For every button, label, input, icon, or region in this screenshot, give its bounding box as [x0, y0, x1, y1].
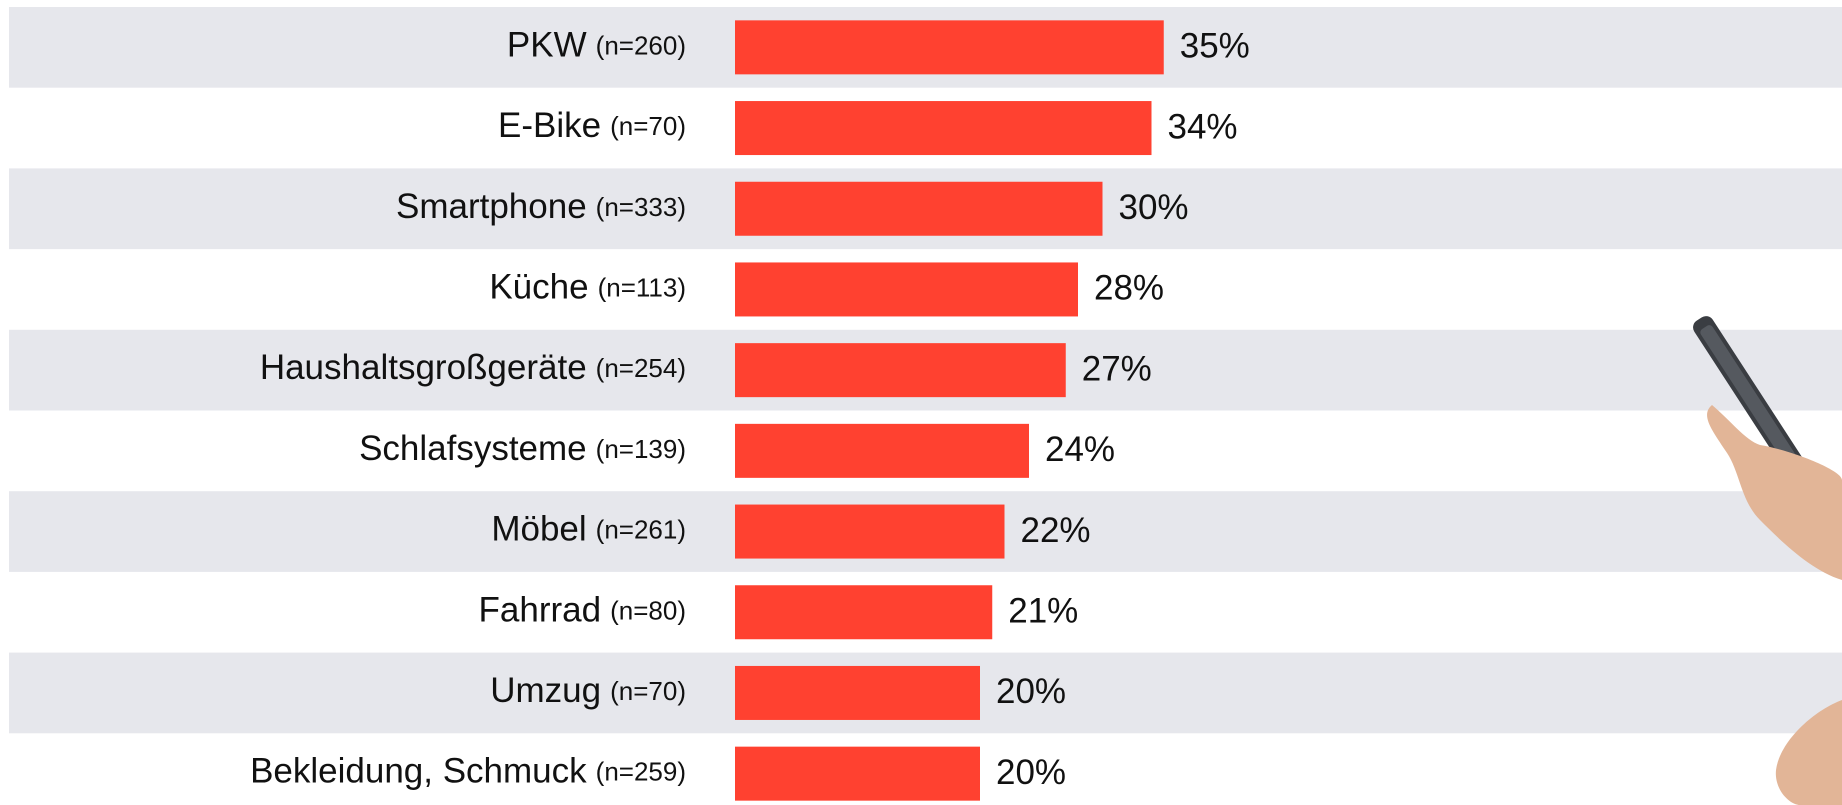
category-label: Küche (n=113): [489, 268, 686, 307]
category-name: Fahrrad: [479, 591, 602, 630]
category-name: Möbel: [491, 510, 586, 549]
sample-size: (n=80): [610, 595, 686, 625]
sample-size: (n=333): [596, 192, 686, 222]
category-name: Schlafsysteme: [359, 429, 587, 468]
sample-size: (n=260): [596, 30, 686, 60]
value-label: 30%: [1119, 188, 1189, 227]
sample-size: (n=113): [598, 272, 686, 302]
bar: [735, 665, 980, 720]
value-label: 24%: [1045, 430, 1115, 469]
bar: [735, 20, 1164, 75]
sample-size: (n=139): [596, 434, 686, 464]
hand-illustration: [1693, 316, 1842, 805]
category-name: Bekleidung, Schmuck: [250, 752, 587, 791]
category-label: Möbel (n=261): [491, 510, 686, 549]
value-label: 20%: [996, 753, 1066, 792]
bar: [735, 262, 1078, 317]
hand: [1775, 700, 1842, 805]
category-label: PKW (n=260): [507, 26, 686, 65]
category-label: Fahrrad (n=80): [479, 591, 686, 630]
value-label: 34%: [1168, 107, 1238, 146]
value-label: 22%: [1021, 511, 1091, 550]
category-label: E-Bike (n=70): [498, 106, 686, 145]
sample-size: (n=259): [596, 757, 686, 787]
category-label: Smartphone (n=333): [396, 187, 686, 226]
sample-size: (n=261): [596, 514, 686, 544]
category-label: Schlafsysteme (n=139): [359, 429, 686, 468]
bar: [735, 504, 1005, 559]
category-label: Haushaltsgroßgeräte (n=254): [260, 348, 686, 387]
value-label: 20%: [996, 672, 1066, 711]
bar: [735, 585, 993, 640]
bar: [735, 181, 1103, 236]
category-name: Umzug: [490, 671, 601, 710]
category-name: Küche: [489, 268, 588, 307]
sample-size: (n=254): [596, 353, 686, 383]
value-label: 21%: [1008, 592, 1078, 631]
category-name: E-Bike: [498, 106, 601, 145]
bar: [735, 746, 980, 801]
hand: [1707, 405, 1842, 580]
category-label: Bekleidung, Schmuck (n=259): [250, 752, 686, 791]
category-name: PKW: [507, 26, 587, 65]
category-name: Haushaltsgroßgeräte: [260, 348, 587, 387]
value-label: 27%: [1082, 349, 1152, 388]
value-label: 28%: [1094, 269, 1164, 308]
sample-size: (n=70): [610, 676, 686, 706]
category-label: Umzug (n=70): [490, 671, 686, 710]
bar: [735, 101, 1152, 156]
bar: [735, 423, 1029, 478]
category-name: Smartphone: [396, 187, 587, 226]
bar: [735, 343, 1066, 398]
value-label: 35%: [1180, 27, 1250, 66]
sample-size: (n=70): [610, 111, 686, 141]
